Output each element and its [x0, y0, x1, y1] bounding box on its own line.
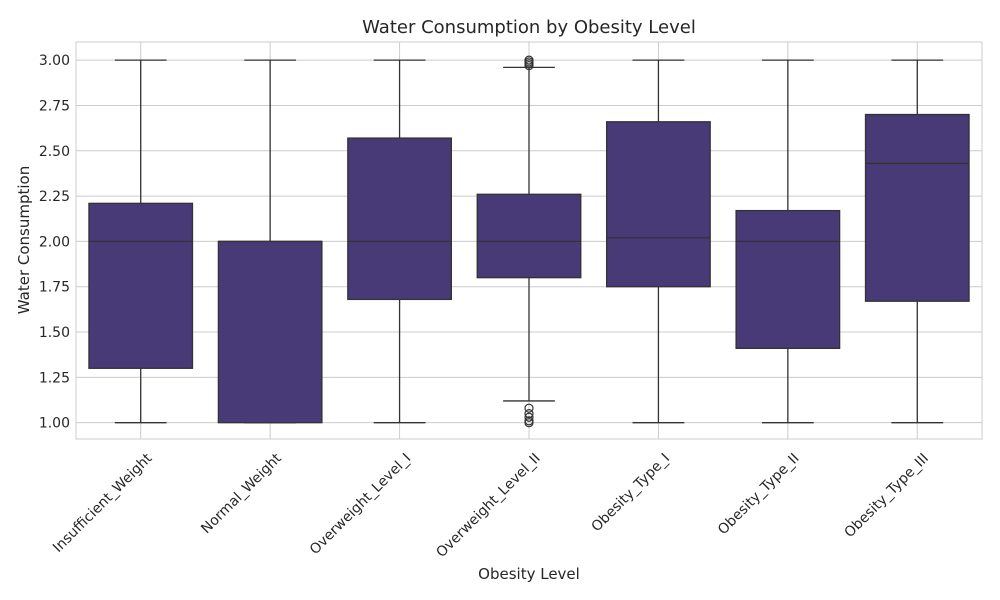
x-axis-label: Obesity Level — [478, 565, 580, 583]
outlier-point — [524, 412, 534, 422]
x-tick-label: Overweight_Level_II — [433, 450, 543, 560]
x-tick-label: Insufficient_Weight — [50, 450, 156, 556]
y-tick-label: 1.25 — [39, 370, 70, 386]
y-tick-label: 1.50 — [39, 325, 70, 341]
outlier-point — [524, 416, 534, 426]
iqr-box — [735, 209, 841, 350]
y-tick-label: 1.75 — [39, 280, 70, 296]
y-tick-label: 2.50 — [39, 144, 70, 160]
iqr-box — [606, 121, 711, 288]
y-tick-label: 3.00 — [39, 53, 70, 69]
outlier-point — [524, 403, 534, 413]
box-group — [606, 59, 711, 424]
y-tick-label: 2.00 — [39, 234, 70, 250]
iqr-box — [88, 202, 194, 369]
box-group — [864, 59, 970, 424]
plot-frame — [75, 41, 983, 440]
y-tick-labels: 1.00 1.25 1.50 1.75 2.00 2.25 2.50 2.75 3.00 — [39, 53, 70, 432]
y-axis-label: Water Consumption — [15, 166, 33, 314]
x-tick-label: Obesity_Type_II — [715, 450, 803, 538]
x-tick-label: Obesity_Type_I — [589, 450, 674, 535]
x-tick-label: Normal_Weight — [198, 450, 285, 537]
box-group — [347, 59, 452, 424]
box-group — [88, 59, 194, 424]
iqr-box — [217, 240, 323, 424]
outlier-point — [524, 55, 534, 65]
iqr-box — [476, 193, 582, 279]
iqr-box — [347, 137, 452, 301]
chart-title: Water Consumption by Obesity Level — [362, 17, 696, 38]
boxes — [88, 55, 970, 428]
y-tick-label: 1.00 — [39, 416, 70, 432]
iqr-box — [864, 113, 970, 302]
y-tick-label: 2.25 — [39, 189, 70, 205]
x-tick-label: Overweight_Level_I — [307, 450, 414, 557]
outlier-point — [524, 409, 534, 419]
y-tick-label: 2.75 — [39, 98, 70, 114]
box-group — [217, 59, 323, 424]
box-group — [476, 55, 582, 428]
x-tick-label: Obesity_Type_III — [842, 450, 933, 541]
x-tick-labels: Insufficient_Weight Normal_Weight Overweig… — [50, 450, 932, 561]
box-group — [735, 59, 841, 424]
